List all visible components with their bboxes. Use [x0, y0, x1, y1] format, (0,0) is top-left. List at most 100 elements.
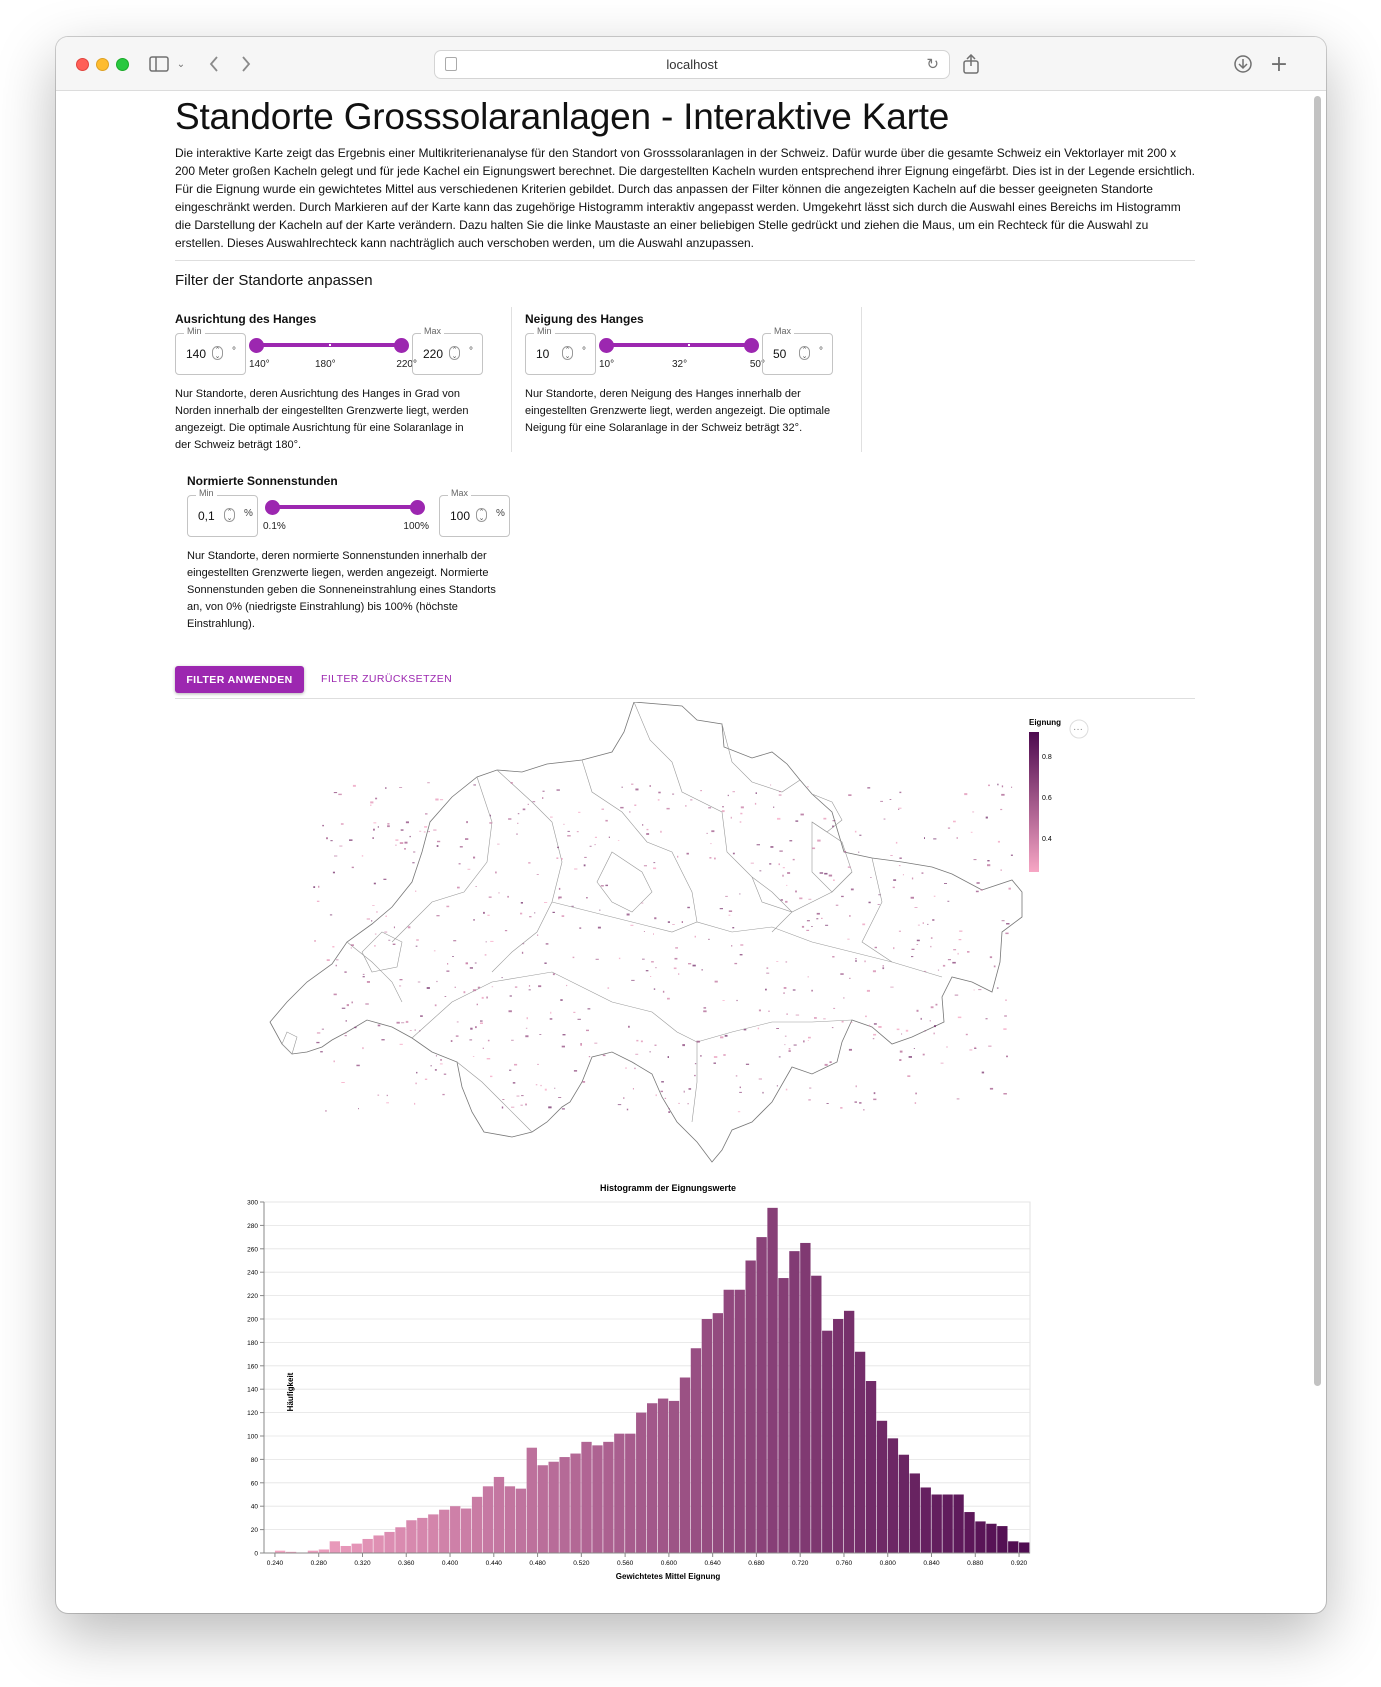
- map-tile[interactable]: [536, 874, 539, 875]
- map-tile[interactable]: [1004, 1015, 1007, 1017]
- map-tile[interactable]: [554, 1087, 556, 1089]
- map-tile[interactable]: [454, 986, 456, 988]
- map-tile[interactable]: [375, 797, 378, 800]
- map-tile[interactable]: [339, 845, 343, 847]
- stepper-icon[interactable]: ⌃ ⌄: [476, 508, 487, 522]
- histogram-bar[interactable]: [898, 1454, 910, 1553]
- map-tile[interactable]: [381, 1039, 385, 1041]
- map-tile[interactable]: [529, 916, 532, 918]
- map-tile[interactable]: [854, 1101, 858, 1103]
- map-tile[interactable]: [922, 922, 924, 924]
- map-tile[interactable]: [701, 969, 703, 971]
- map-tile[interactable]: [345, 1020, 347, 1022]
- map-tile[interactable]: [908, 1056, 912, 1058]
- map-tile[interactable]: [660, 830, 662, 833]
- map-tile[interactable]: [973, 859, 977, 861]
- map-tile[interactable]: [388, 939, 391, 941]
- map-tile[interactable]: [1000, 808, 1003, 811]
- histogram-bar[interactable]: [712, 1313, 723, 1553]
- map-tile[interactable]: [374, 945, 376, 947]
- stepper-icon[interactable]: ⌃ ⌄: [799, 346, 810, 360]
- histogram-bar[interactable]: [668, 1400, 680, 1553]
- histogram-bar[interactable]: [471, 1496, 483, 1553]
- map-tile[interactable]: [965, 1033, 968, 1036]
- map-tile[interactable]: [850, 888, 854, 891]
- map-tile[interactable]: [873, 1092, 876, 1095]
- max-value[interactable]: 100: [450, 509, 471, 523]
- map-tile[interactable]: [1001, 793, 1005, 796]
- map-tile[interactable]: [643, 931, 645, 932]
- slider-min-thumb[interactable]: [249, 338, 264, 353]
- map-tile[interactable]: [974, 1046, 977, 1048]
- map-tile[interactable]: [762, 1091, 764, 1094]
- map-tile[interactable]: [424, 826, 428, 828]
- map-tile[interactable]: [617, 840, 620, 841]
- map-tile[interactable]: [924, 837, 925, 839]
- map-tile[interactable]: [387, 825, 390, 828]
- map-tile[interactable]: [1001, 785, 1004, 788]
- map-tile[interactable]: [542, 797, 544, 799]
- map-tile[interactable]: [463, 991, 466, 994]
- map-tile[interactable]: [544, 902, 548, 903]
- histogram-bar[interactable]: [285, 1551, 297, 1553]
- map-tile[interactable]: [631, 979, 635, 981]
- map-tile[interactable]: [759, 870, 762, 872]
- map-tile[interactable]: [688, 963, 692, 965]
- map-tile[interactable]: [770, 846, 774, 848]
- map-tile[interactable]: [501, 977, 503, 979]
- map-tile[interactable]: [635, 1053, 639, 1055]
- map-tile[interactable]: [594, 1042, 598, 1044]
- map-tile[interactable]: [654, 917, 657, 920]
- map-tile[interactable]: [480, 1020, 483, 1022]
- map-tile[interactable]: [376, 911, 378, 913]
- histogram-bar[interactable]: [647, 1403, 658, 1553]
- map-tile[interactable]: [754, 802, 757, 805]
- map-tile[interactable]: [631, 783, 634, 785]
- map-tile[interactable]: [455, 1035, 459, 1037]
- map-tile[interactable]: [829, 1061, 832, 1063]
- map-tile[interactable]: [710, 843, 712, 845]
- histogram-bar[interactable]: [329, 1541, 340, 1553]
- map-tile[interactable]: [779, 850, 783, 852]
- map-tile[interactable]: [739, 954, 743, 956]
- map-tile[interactable]: [558, 897, 560, 900]
- histogram-bar[interactable]: [428, 1514, 439, 1553]
- map-tile[interactable]: [386, 1094, 388, 1097]
- slider-min-thumb[interactable]: [265, 500, 280, 515]
- map-tile[interactable]: [571, 905, 574, 907]
- map-tile[interactable]: [776, 1028, 779, 1029]
- map-tile[interactable]: [997, 783, 999, 786]
- map-tile[interactable]: [399, 979, 403, 981]
- map-tile[interactable]: [525, 1103, 527, 1105]
- map-tile[interactable]: [332, 871, 335, 874]
- map-tile[interactable]: [472, 1056, 475, 1057]
- map-tile[interactable]: [354, 1026, 357, 1029]
- map-tile[interactable]: [628, 1025, 630, 1028]
- map-tile[interactable]: [739, 893, 741, 895]
- map-tile[interactable]: [502, 1099, 505, 1100]
- map-tile[interactable]: [970, 831, 973, 833]
- histogram-bar[interactable]: [690, 1348, 702, 1553]
- map-tile[interactable]: [586, 1029, 589, 1032]
- map-tile[interactable]: [1003, 1028, 1007, 1030]
- histogram-bar[interactable]: [526, 1447, 537, 1553]
- histogram-bar[interactable]: [614, 1433, 625, 1553]
- map-tile[interactable]: [481, 996, 484, 999]
- map-tile[interactable]: [978, 989, 982, 991]
- map-tile[interactable]: [898, 808, 900, 810]
- map-tile[interactable]: [436, 915, 440, 917]
- map-tile[interactable]: [1005, 999, 1007, 1001]
- map-tile[interactable]: [332, 946, 335, 948]
- map-tile[interactable]: [811, 926, 813, 927]
- map-tile[interactable]: [601, 808, 605, 810]
- map-tile[interactable]: [769, 863, 772, 865]
- map-tile[interactable]: [672, 924, 675, 925]
- map-tile[interactable]: [757, 1027, 760, 1030]
- map-tile[interactable]: [800, 813, 804, 816]
- map-tile[interactable]: [782, 867, 785, 869]
- map-tile[interactable]: [561, 858, 563, 860]
- map-tile[interactable]: [898, 930, 901, 932]
- map-tile[interactable]: [404, 841, 408, 844]
- map-tile[interactable]: [915, 1092, 917, 1095]
- map-tile[interactable]: [957, 1016, 962, 1019]
